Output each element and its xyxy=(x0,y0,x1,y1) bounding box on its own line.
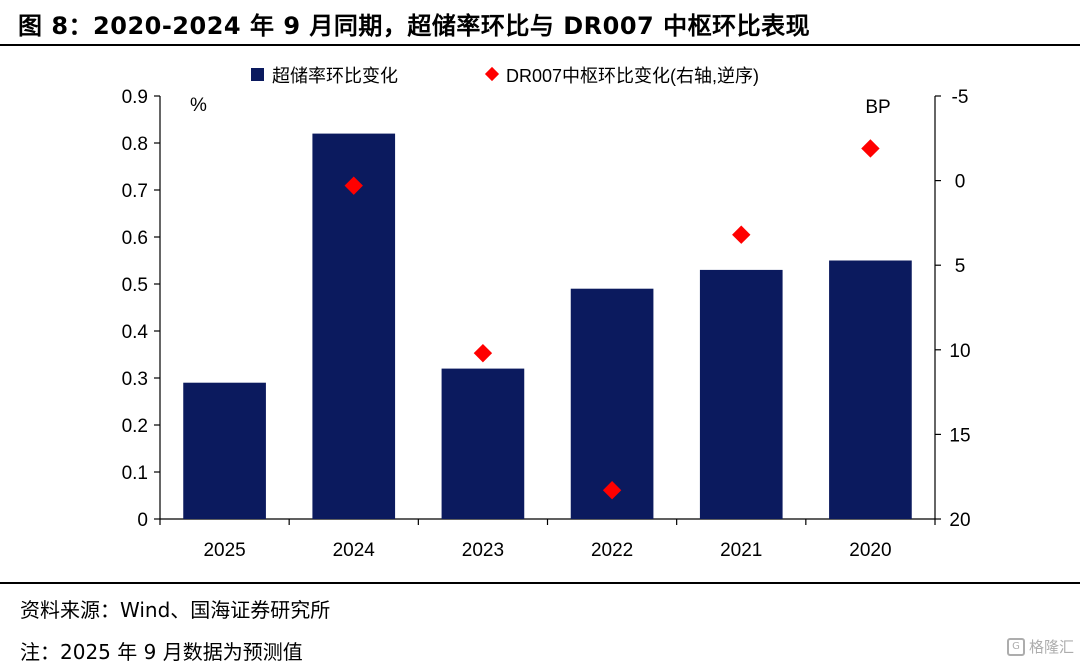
legend-bar-swatch xyxy=(251,68,264,81)
diamond-point xyxy=(473,343,493,363)
left-axis-tick-label: 0.5 xyxy=(122,275,148,296)
diamond-point xyxy=(602,481,622,500)
left-axis-tick-label: 0.1 xyxy=(122,463,148,484)
legend-bar-label: 超储率环比变化 xyxy=(272,66,398,86)
x-axis-tick-label: 2022 xyxy=(591,540,633,561)
x-axis-tick-label: 2021 xyxy=(720,540,762,561)
right-axis-tick-label: 20 xyxy=(949,510,970,531)
left-axis-tick-label: 0.3 xyxy=(122,369,148,390)
left-axis-tick-label: 0.8 xyxy=(122,134,148,155)
chart: 超储率环比变化 DR007中枢环比变化(右轴,逆序) 0 0.1 0.2 0.3 0.4… xyxy=(122,66,971,561)
legend: 超储率环比变化 DR007中枢环比变化(右轴,逆序) xyxy=(251,66,759,86)
chart-title: 图 8：2020-2024 年 9 月同期，超储率环比与 DR007 中枢环比表… xyxy=(18,12,811,40)
left-axis-tick-label: 0 xyxy=(137,510,148,531)
title-rule xyxy=(0,44,1080,46)
watermark: G 格隆汇 xyxy=(1006,636,1074,657)
legend-diamond-label: DR007中枢环比变化(右轴,逆序) xyxy=(506,66,759,86)
bar xyxy=(829,260,912,519)
left-axis-tick-label: 0.7 xyxy=(122,181,148,202)
legend-diamond-swatch xyxy=(484,66,500,82)
watermark-logo-icon: G xyxy=(1006,637,1025,656)
bar xyxy=(570,288,654,519)
right-axis-tick-label: 10 xyxy=(949,341,970,362)
bar xyxy=(699,269,783,519)
right-axis-tick-label: 5 xyxy=(955,256,966,277)
left-axis-tick-label: 0.2 xyxy=(122,416,148,437)
footer-rule xyxy=(0,582,1080,584)
bar xyxy=(312,133,396,519)
footnote: 注：2025 年 9 月数据为预测值 xyxy=(20,640,303,664)
source-note: 资料来源：Wind、国海证券研究所 xyxy=(20,598,331,622)
bar xyxy=(441,368,525,519)
right-axis-unit: BP xyxy=(865,97,890,118)
left-axis-unit: % xyxy=(190,95,207,116)
diamond-point xyxy=(732,225,751,244)
x-axis-tick-label: 2020 xyxy=(849,540,891,561)
x-axis-tick-label: 2025 xyxy=(203,540,245,561)
right-axis-tick-label: -5 xyxy=(952,87,969,108)
bar xyxy=(183,382,266,519)
right-axis-tick-label: 0 xyxy=(955,172,966,193)
left-axis-tick-label: 0.9 xyxy=(122,87,148,108)
left-axis-tick-label: 0.6 xyxy=(122,228,148,249)
left-axis-tick-label: 0.4 xyxy=(122,322,149,343)
watermark-text: 格隆汇 xyxy=(1028,638,1074,656)
diamond-point xyxy=(861,139,880,158)
diamond-point xyxy=(344,176,363,195)
right-axis-tick-label: 15 xyxy=(949,425,970,446)
x-axis-tick-label: 2023 xyxy=(462,540,504,561)
x-axis-tick-label: 2024 xyxy=(333,540,376,561)
